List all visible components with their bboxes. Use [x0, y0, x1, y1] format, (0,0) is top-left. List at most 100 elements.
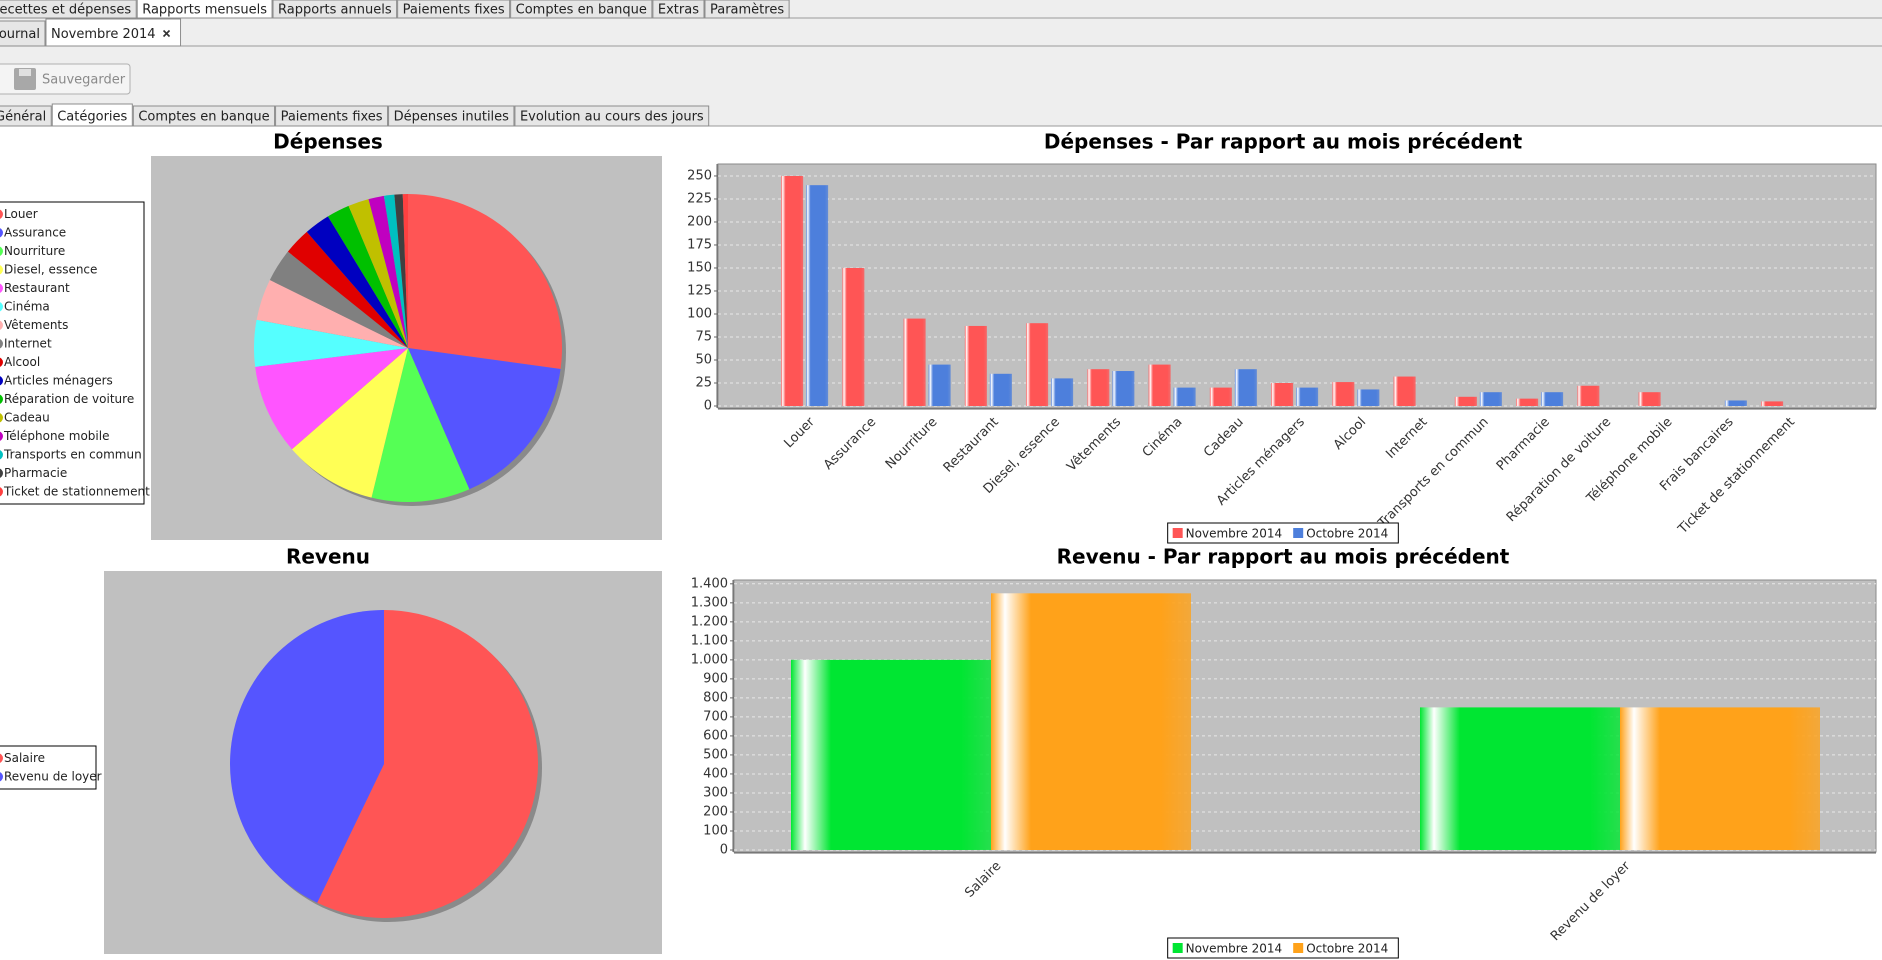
legend-label: Octobre 2014	[1306, 942, 1388, 956]
save-button[interactable]: Sauvegarder	[0, 63, 131, 95]
pie-slice	[256, 279, 408, 348]
bar	[806, 185, 829, 406]
legend-swatch	[0, 302, 3, 312]
tab-background	[51, 103, 133, 127]
pie-slice	[348, 199, 408, 348]
bar	[1112, 371, 1135, 406]
legend-frame	[1167, 937, 1399, 959]
tab[interactable]: Journal	[0, 20, 46, 47]
legend-label: Salaire	[4, 751, 45, 765]
floppy-icon-label	[19, 69, 31, 76]
bar	[1541, 392, 1564, 406]
legend-label: Diesel, essence	[4, 262, 97, 276]
tab[interactable]: Dépenses inutiles	[388, 105, 515, 127]
legend-swatch	[1172, 943, 1183, 953]
legend-label: Internet	[4, 336, 52, 350]
tab[interactable]: Comptes en banque	[510, 0, 653, 19]
tab[interactable]: Rapports mensuels	[136, 0, 273, 19]
tab-label: Extras	[658, 3, 699, 18]
legend-label: Nourriture	[4, 244, 65, 258]
bar	[903, 318, 926, 406]
tab-background	[272, 0, 398, 19]
y-tick-label: 225	[687, 191, 712, 206]
y-tick-label: 600	[703, 728, 728, 743]
y-tick-label: 0	[704, 399, 712, 414]
x-tick-label: Alcool	[1331, 415, 1369, 453]
x-tick-label: Pharmacie	[1494, 415, 1553, 474]
tab-background	[275, 105, 389, 127]
bar	[1173, 387, 1196, 406]
chart-title: Revenu	[286, 545, 370, 569]
tab[interactable]: Paiements fixes	[275, 105, 389, 127]
y-tick-label: 50	[695, 352, 712, 367]
tab-label: Evolution au cours des jours	[520, 110, 704, 125]
tab-label: Comptes en banque	[138, 110, 269, 125]
pie-slice	[291, 348, 408, 498]
tab-label: Comptes en banque	[516, 3, 647, 18]
y-tick-label: 200	[703, 804, 728, 819]
bar	[1357, 389, 1380, 406]
bar	[781, 175, 804, 406]
tab-background	[514, 105, 710, 127]
bar	[791, 659, 991, 850]
y-tick-label: 125	[687, 283, 712, 298]
tab[interactable]: Extras	[652, 0, 705, 19]
y-tick-label: 500	[703, 747, 728, 762]
legend-swatch	[0, 209, 3, 219]
y-tick-label: 1.400	[691, 576, 728, 591]
bar	[1638, 392, 1661, 406]
x-tick-label: Transports en commun	[1375, 415, 1492, 532]
x-tick-label: Restaurant	[941, 415, 1002, 476]
legend-frame	[0, 201, 145, 505]
legend-swatch	[0, 228, 3, 238]
tab[interactable]: Général	[0, 105, 52, 127]
legend-swatch	[0, 487, 3, 497]
bar	[1479, 392, 1502, 406]
chart-title: Dépenses - Par rapport au mois précédent	[1044, 130, 1523, 154]
legend-swatch	[0, 772, 3, 782]
legend-swatch	[0, 283, 3, 293]
tab[interactable]: Rapports annuels	[272, 0, 398, 19]
tab[interactable]: Evolution au cours des jours	[514, 105, 710, 127]
y-tick-label: 1.000	[691, 652, 728, 667]
legend-label: Assurance	[4, 225, 66, 239]
tab-background	[510, 0, 653, 19]
chart-title: Dépenses	[273, 130, 383, 154]
tab-label: Recettes et dépenses	[0, 3, 131, 18]
bar	[1454, 396, 1477, 406]
y-tick-label: 100	[687, 306, 712, 321]
legend-swatch	[0, 339, 3, 349]
y-tick-label: 200	[687, 214, 712, 229]
pie-slice	[327, 205, 408, 348]
tab[interactable]: Recettes et dépenses	[0, 0, 137, 19]
bar	[1087, 369, 1110, 406]
legend-swatch	[1293, 943, 1304, 953]
legend-label: Ticket de stationnement	[3, 484, 150, 498]
legend-label: Téléphone mobile	[3, 429, 109, 443]
legend-label: Revenu de loyer	[4, 769, 102, 783]
legend-swatch	[0, 468, 3, 478]
tab[interactable]: Paiements fixes	[397, 0, 511, 19]
legend-swatch	[0, 357, 3, 367]
bar	[1724, 400, 1747, 406]
bar	[1234, 369, 1257, 406]
bar	[1271, 382, 1294, 406]
y-tick-label: 700	[703, 709, 728, 724]
legend-label: Louer	[4, 207, 38, 221]
legend-swatch	[0, 320, 3, 330]
x-tick-label: Internet	[1383, 415, 1430, 462]
legend-label: Cinéma	[4, 299, 50, 313]
y-tick-label: 100	[703, 823, 728, 838]
tab-close-icon[interactable]	[162, 29, 171, 38]
tab[interactable]: Paramètres	[704, 0, 790, 19]
legend-swatch	[0, 376, 3, 386]
tab-background	[136, 0, 273, 19]
tab[interactable]: Comptes en banque	[132, 105, 276, 127]
button-label: Sauvegarder	[42, 73, 126, 88]
tab[interactable]: Catégories	[51, 103, 133, 127]
pie-slice	[269, 251, 408, 348]
tab[interactable]: Novembre 2014	[45, 18, 182, 47]
tab-label: Journal	[0, 27, 40, 42]
y-tick-label: 175	[687, 237, 712, 252]
legend-label: Vêtements	[4, 318, 68, 332]
